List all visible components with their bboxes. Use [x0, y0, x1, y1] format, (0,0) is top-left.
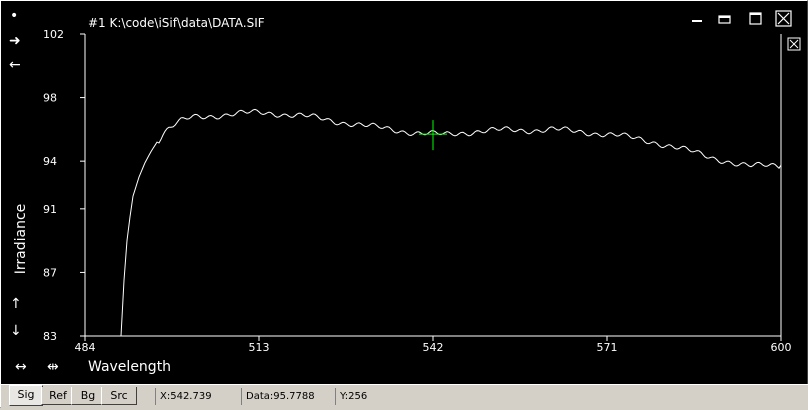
contract-horizontal-icon[interactable]: ⇹ [47, 359, 59, 375]
arrow-up-icon[interactable]: ↑ [10, 296, 22, 312]
spectrum-line [120, 108, 782, 337]
status-data: Data:95.7788 [241, 388, 330, 405]
arrow-right-icon[interactable]: ➜ [9, 33, 21, 49]
maximize-button[interactable] [746, 10, 764, 26]
tab-ref[interactable]: Ref [41, 387, 75, 405]
y-axis-label: Irradiance [13, 204, 29, 275]
x-tick-group: 484 513 542 571 600 [75, 336, 792, 354]
y-tick-label: 94 [43, 155, 57, 168]
arrow-left-icon[interactable]: ← [9, 57, 21, 73]
y-tick-group: 102 98 94 91 87 83 [43, 28, 85, 343]
secondary-close-button[interactable] [787, 37, 801, 51]
x-tick-label: 571 [597, 341, 618, 354]
minimize-icon [692, 20, 702, 22]
tab-src[interactable]: Src [101, 387, 137, 405]
spectrum-plot: #1 K:\code\iSif\data\DATA.SIF • [9, 8, 801, 375]
y-tick-label: 83 [43, 330, 57, 343]
arrow-down-icon[interactable]: ↓ [10, 323, 22, 339]
status-x: X:542.739 [155, 388, 238, 405]
y-tick-label: 102 [43, 28, 64, 41]
close-button[interactable] [775, 10, 792, 27]
x-axis-label: Wavelength [88, 359, 171, 375]
x-tick-label: 513 [249, 341, 270, 354]
status-bar: Sig Ref Bg Src X:542.739 Data:95.7788 Y:… [1, 384, 808, 410]
tab-sig[interactable]: Sig [9, 385, 43, 406]
tab-bg[interactable]: Bg [71, 387, 105, 405]
window-title: #1 K:\code\iSif\data\DATA.SIF [88, 16, 265, 30]
y-tick-label: 91 [43, 203, 57, 216]
y-tick-label: 98 [43, 92, 57, 105]
y-tick-label: 87 [43, 266, 57, 279]
x-tick-label: 600 [771, 341, 792, 354]
restore-button[interactable] [715, 10, 733, 26]
x-tick-label: 484 [75, 341, 96, 354]
cursor-crosshair[interactable] [419, 120, 447, 151]
minimize-button[interactable] [689, 10, 705, 26]
dot-icon[interactable]: • [10, 8, 18, 24]
expand-horizontal-icon[interactable]: ↔ [15, 359, 27, 375]
status-y: Y:256 [335, 388, 420, 405]
x-tick-label: 542 [423, 341, 444, 354]
